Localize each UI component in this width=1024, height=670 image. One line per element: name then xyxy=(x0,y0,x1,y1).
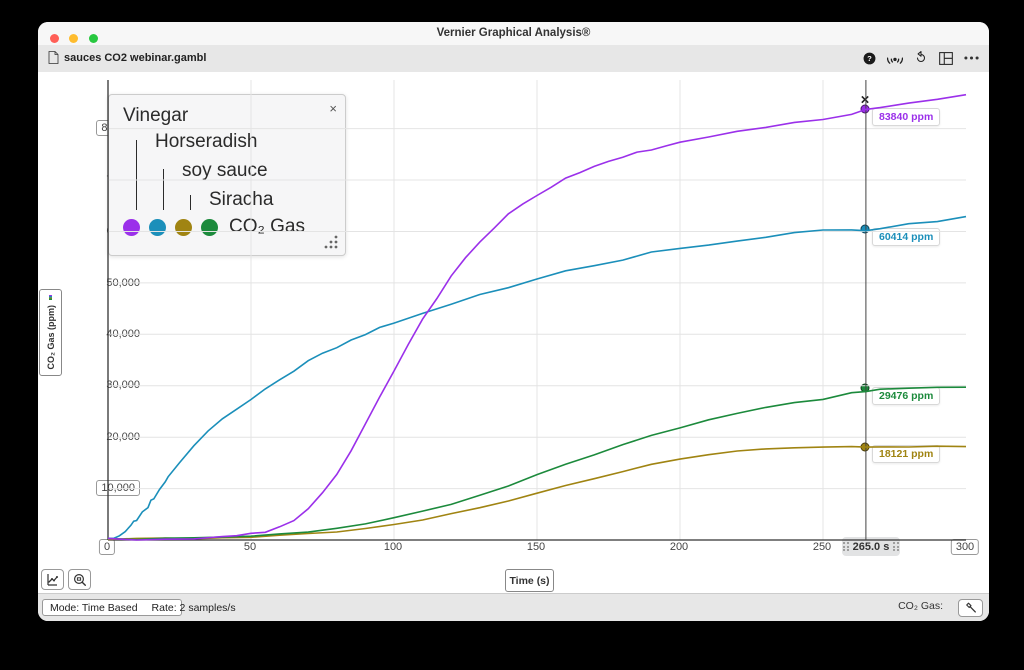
svg-text:?: ? xyxy=(867,54,872,63)
